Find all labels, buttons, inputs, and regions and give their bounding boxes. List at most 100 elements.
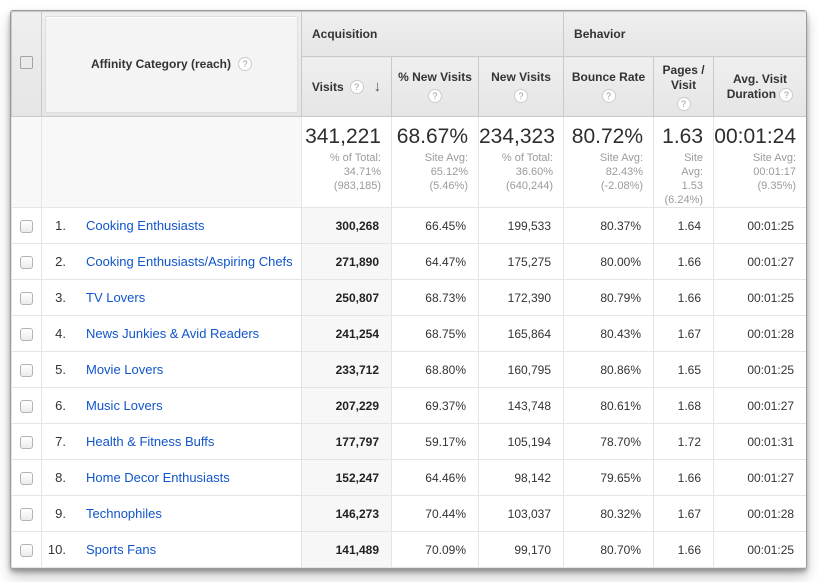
- category-link[interactable]: Sports Fans: [86, 542, 157, 557]
- row-checkbox-cell: [11, 459, 42, 496]
- row-checkbox[interactable]: [20, 543, 33, 557]
- avg-visit-duration-cell: 00:01:25: [713, 531, 806, 568]
- pct-new-visits-column-header[interactable]: % New Visits ?: [391, 56, 479, 117]
- visits-cell: 146,273: [301, 495, 392, 532]
- pages-per-visit-cell: 1.68: [653, 387, 715, 424]
- pages-per-visit-total-value: 1.63: [662, 125, 704, 148]
- visits-help-icon[interactable]: ?: [349, 79, 364, 94]
- new-visits-cell: 165,864: [477, 315, 565, 352]
- row-checkbox-cell: [11, 315, 42, 352]
- row-checkbox[interactable]: [20, 435, 33, 449]
- table-row: 3. TV Lovers 250,807 68.73% 172,390 80.79…: [11, 279, 806, 316]
- category-cell: 10. Sports Fans: [41, 531, 302, 568]
- row-checkbox[interactable]: [20, 399, 33, 413]
- dimension-header-box[interactable]: Affinity Category (reach) ?: [45, 15, 298, 113]
- table-row: 9. Technophiles 146,273 70.44% 103,037 80…: [11, 495, 806, 532]
- new-visits-column-header[interactable]: New Visits ?: [477, 56, 565, 117]
- category-link[interactable]: Technophiles: [86, 506, 162, 521]
- table-row: 5. Movie Lovers 233,712 68.80% 160,795 80…: [11, 351, 806, 388]
- row-checkbox[interactable]: [20, 363, 33, 377]
- pages-per-visit-cell: 1.66: [653, 531, 715, 568]
- select-all-checkbox[interactable]: [20, 56, 33, 69]
- affinity-category-table: Affinity Category (reach) ? Acquisition …: [11, 11, 806, 568]
- category-link[interactable]: Cooking Enthusiasts: [86, 218, 205, 233]
- sort-descending-icon: ↓: [373, 78, 382, 95]
- pct-new-visits-total-value: 68.67%: [396, 125, 468, 148]
- row-checkbox[interactable]: [20, 291, 33, 305]
- visits-column-header[interactable]: Visits ? ↓: [301, 56, 392, 117]
- bounce-rate-total-value: 80.72%: [571, 125, 644, 148]
- avg-visit-duration-column-header[interactable]: Avg. Visit Duration ?: [713, 56, 806, 117]
- pct-new-visits-total-subtext: Site Avg: 65.12% (5.46%): [424, 152, 468, 192]
- avg-visit-duration-summary-cell: 00:01:24 Site Avg: 00:01:17 (9.35%): [713, 116, 806, 208]
- pages-per-visit-cell: 1.67: [653, 495, 715, 532]
- dimension-header-label: Affinity Category (reach): [90, 57, 232, 71]
- row-checkbox[interactable]: [20, 471, 33, 485]
- pages-per-visit-column-header[interactable]: Pages / Visit ?: [653, 56, 715, 117]
- bounce-rate-cell: 80.79%: [563, 279, 655, 316]
- avg-visit-duration-total-subtext: Site Avg: 00:01:17 (9.35%): [752, 152, 797, 192]
- avg-visit-duration-cell: 00:01:27: [713, 387, 806, 424]
- acquisition-group-label: Acquisition: [312, 27, 378, 41]
- pct-new-visits-cell: 68.75%: [391, 315, 479, 352]
- table-row: 10. Sports Fans 141,489 70.09% 99,170 80.…: [11, 531, 806, 568]
- visits-cell: 141,489: [301, 531, 392, 568]
- category-cell: 6. Music Lovers: [41, 387, 302, 424]
- pct-new-visits-cell: 66.45%: [391, 207, 479, 244]
- new-visits-help-icon[interactable]: ?: [514, 89, 529, 103]
- row-checkbox[interactable]: [20, 219, 33, 233]
- pages-per-visit-summary-cell: 1.63 Site Avg: 1.53 (6.24%): [653, 116, 715, 208]
- table-row: 6. Music Lovers 207,229 69.37% 143,748 80…: [11, 387, 806, 424]
- category-cell: 5. Movie Lovers: [41, 351, 302, 388]
- row-rank: 8.: [55, 470, 66, 485]
- visits-cell: 300,268: [301, 207, 392, 244]
- bounce-rate-column-label: Bounce Rate: [571, 70, 646, 84]
- category-link[interactable]: Music Lovers: [86, 398, 163, 413]
- bounce-rate-help-icon[interactable]: ?: [601, 89, 616, 103]
- table-row: 1. Cooking Enthusiasts 300,268 66.45% 199…: [11, 207, 806, 244]
- category-link[interactable]: News Junkies & Avid Readers: [86, 326, 260, 341]
- bounce-rate-cell: 80.70%: [563, 531, 655, 568]
- new-visits-cell: 99,170: [477, 531, 565, 568]
- pages-per-visit-total-subtext: Site Avg: 1.53 (6.24%): [664, 152, 704, 206]
- new-visits-summary-cell: 234,323 % of Total: 36.60% (640,244): [477, 116, 565, 208]
- pct-new-visits-cell: 68.73%: [391, 279, 479, 316]
- table-row: 7. Health & Fitness Buffs 177,797 59.17% …: [11, 423, 806, 460]
- category-link[interactable]: Health & Fitness Buffs: [86, 434, 215, 449]
- pages-per-visit-cell: 1.65: [653, 351, 715, 388]
- new-visits-column-label: New Visits: [491, 70, 551, 84]
- category-cell: 8. Home Decor Enthusiasts: [41, 459, 302, 496]
- bounce-rate-cell: 79.65%: [563, 459, 655, 496]
- visits-cell: 233,712: [301, 351, 392, 388]
- column-header-row: Visits ? ↓ % New Visits ? New Visits ? B…: [12, 56, 806, 117]
- category-cell: 3. TV Lovers: [41, 279, 302, 316]
- dimension-help-icon[interactable]: ?: [238, 57, 253, 71]
- row-rank: 10.: [47, 542, 66, 557]
- row-rank: 6.: [55, 398, 66, 413]
- category-link[interactable]: TV Lovers: [86, 290, 146, 305]
- avg-visit-duration-cell: 00:01:25: [713, 207, 806, 244]
- category-cell: 9. Technophiles: [41, 495, 302, 532]
- avg-visit-duration-help-icon[interactable]: ?: [779, 87, 794, 102]
- bounce-rate-cell: 80.86%: [563, 351, 655, 388]
- row-checkbox[interactable]: [20, 327, 33, 341]
- row-checkbox-cell: [11, 351, 42, 388]
- row-checkbox[interactable]: [20, 255, 33, 269]
- pages-per-visit-cell: 1.66: [653, 243, 715, 280]
- row-checkbox[interactable]: [20, 507, 33, 521]
- row-checkbox-cell: [11, 279, 42, 316]
- new-visits-total-value: 234,323: [479, 125, 555, 148]
- visits-cell: 207,229: [301, 387, 392, 424]
- pct-new-visits-help-icon[interactable]: ?: [428, 89, 442, 103]
- visits-total-subtext: % of Total: 34.71% (983,185): [329, 152, 381, 192]
- category-link[interactable]: Home Decor Enthusiasts: [86, 470, 230, 485]
- pages-per-visit-cell: 1.67: [653, 315, 715, 352]
- select-all-header-cell: [11, 11, 42, 117]
- bounce-rate-column-header[interactable]: Bounce Rate ?: [563, 56, 655, 117]
- pages-per-visit-help-icon[interactable]: ?: [676, 96, 691, 111]
- pct-new-visits-column-label: % New Visits: [398, 70, 472, 84]
- pct-new-visits-cell: 64.47%: [391, 243, 479, 280]
- category-link[interactable]: Cooking Enthusiasts/Aspiring Chefs: [86, 254, 293, 269]
- table-row: 4. News Junkies & Avid Readers 241,254 68…: [11, 315, 806, 352]
- category-link[interactable]: Movie Lovers: [86, 362, 164, 377]
